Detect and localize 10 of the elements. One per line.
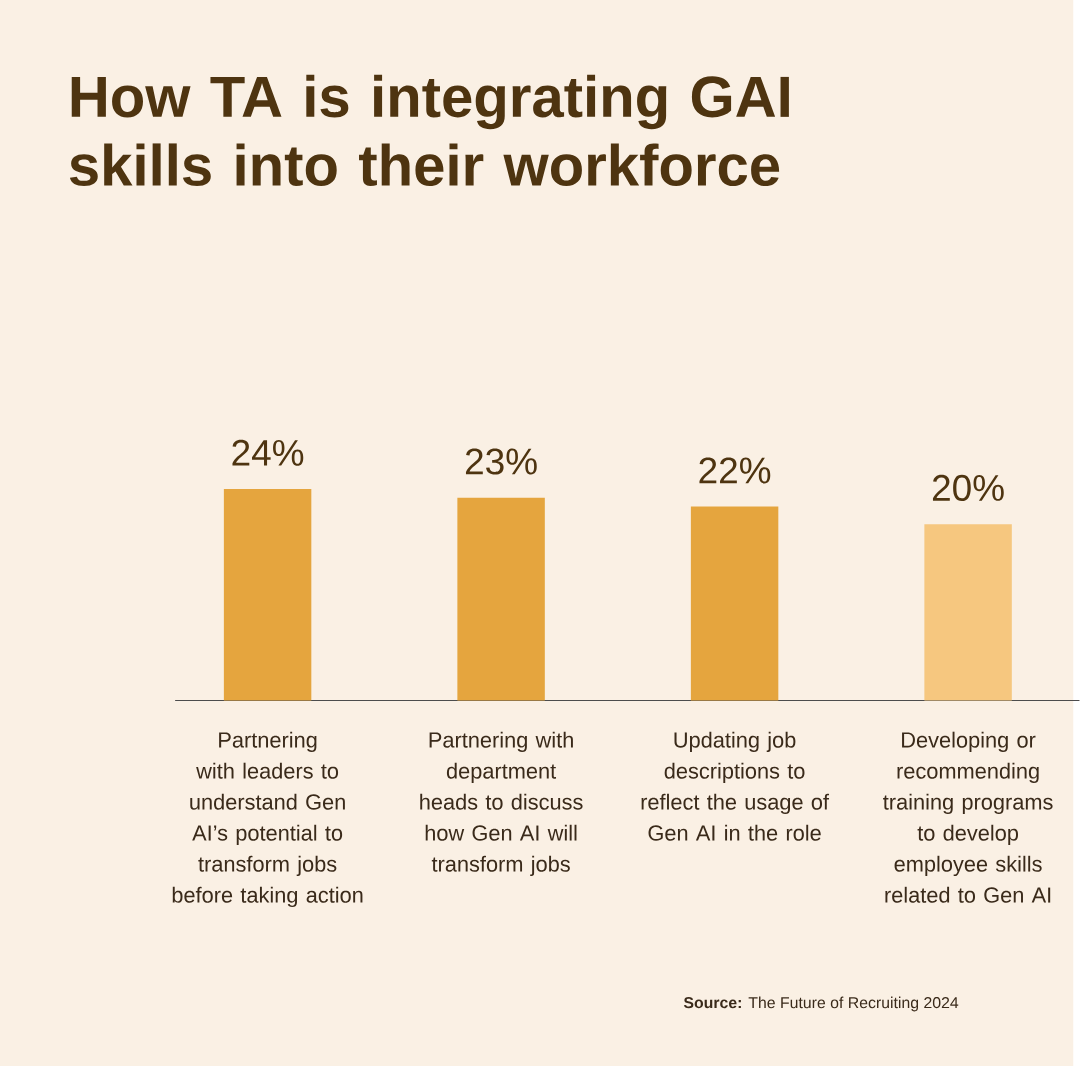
- data-label: 20%: [932, 474, 1004, 501]
- chart-title: How TA is integrating GAI skills into their workforce: [69, 74, 789, 186]
- x-tick-label: Partnering with leaders to understand Gen AI’s potential to transform jobs before taking action: [172, 731, 363, 907]
- data-label: 24%: [232, 439, 304, 466]
- data-label: 23%: [465, 448, 537, 475]
- x-tick-label: Partnering with department heads to discuss how Gen AI will transform jobs: [420, 731, 583, 876]
- data-label: 22%: [699, 457, 771, 484]
- x-tick-label: Developing or recommending training programs to develop employee skills related to Gen AI: [883, 731, 1053, 903]
- x-tick-label: Updating job descriptions to reflect the usage of Gen AI in the role: [641, 731, 830, 841]
- text: Source: The Future of Recruiting 2024: [683, 996, 959, 1012]
